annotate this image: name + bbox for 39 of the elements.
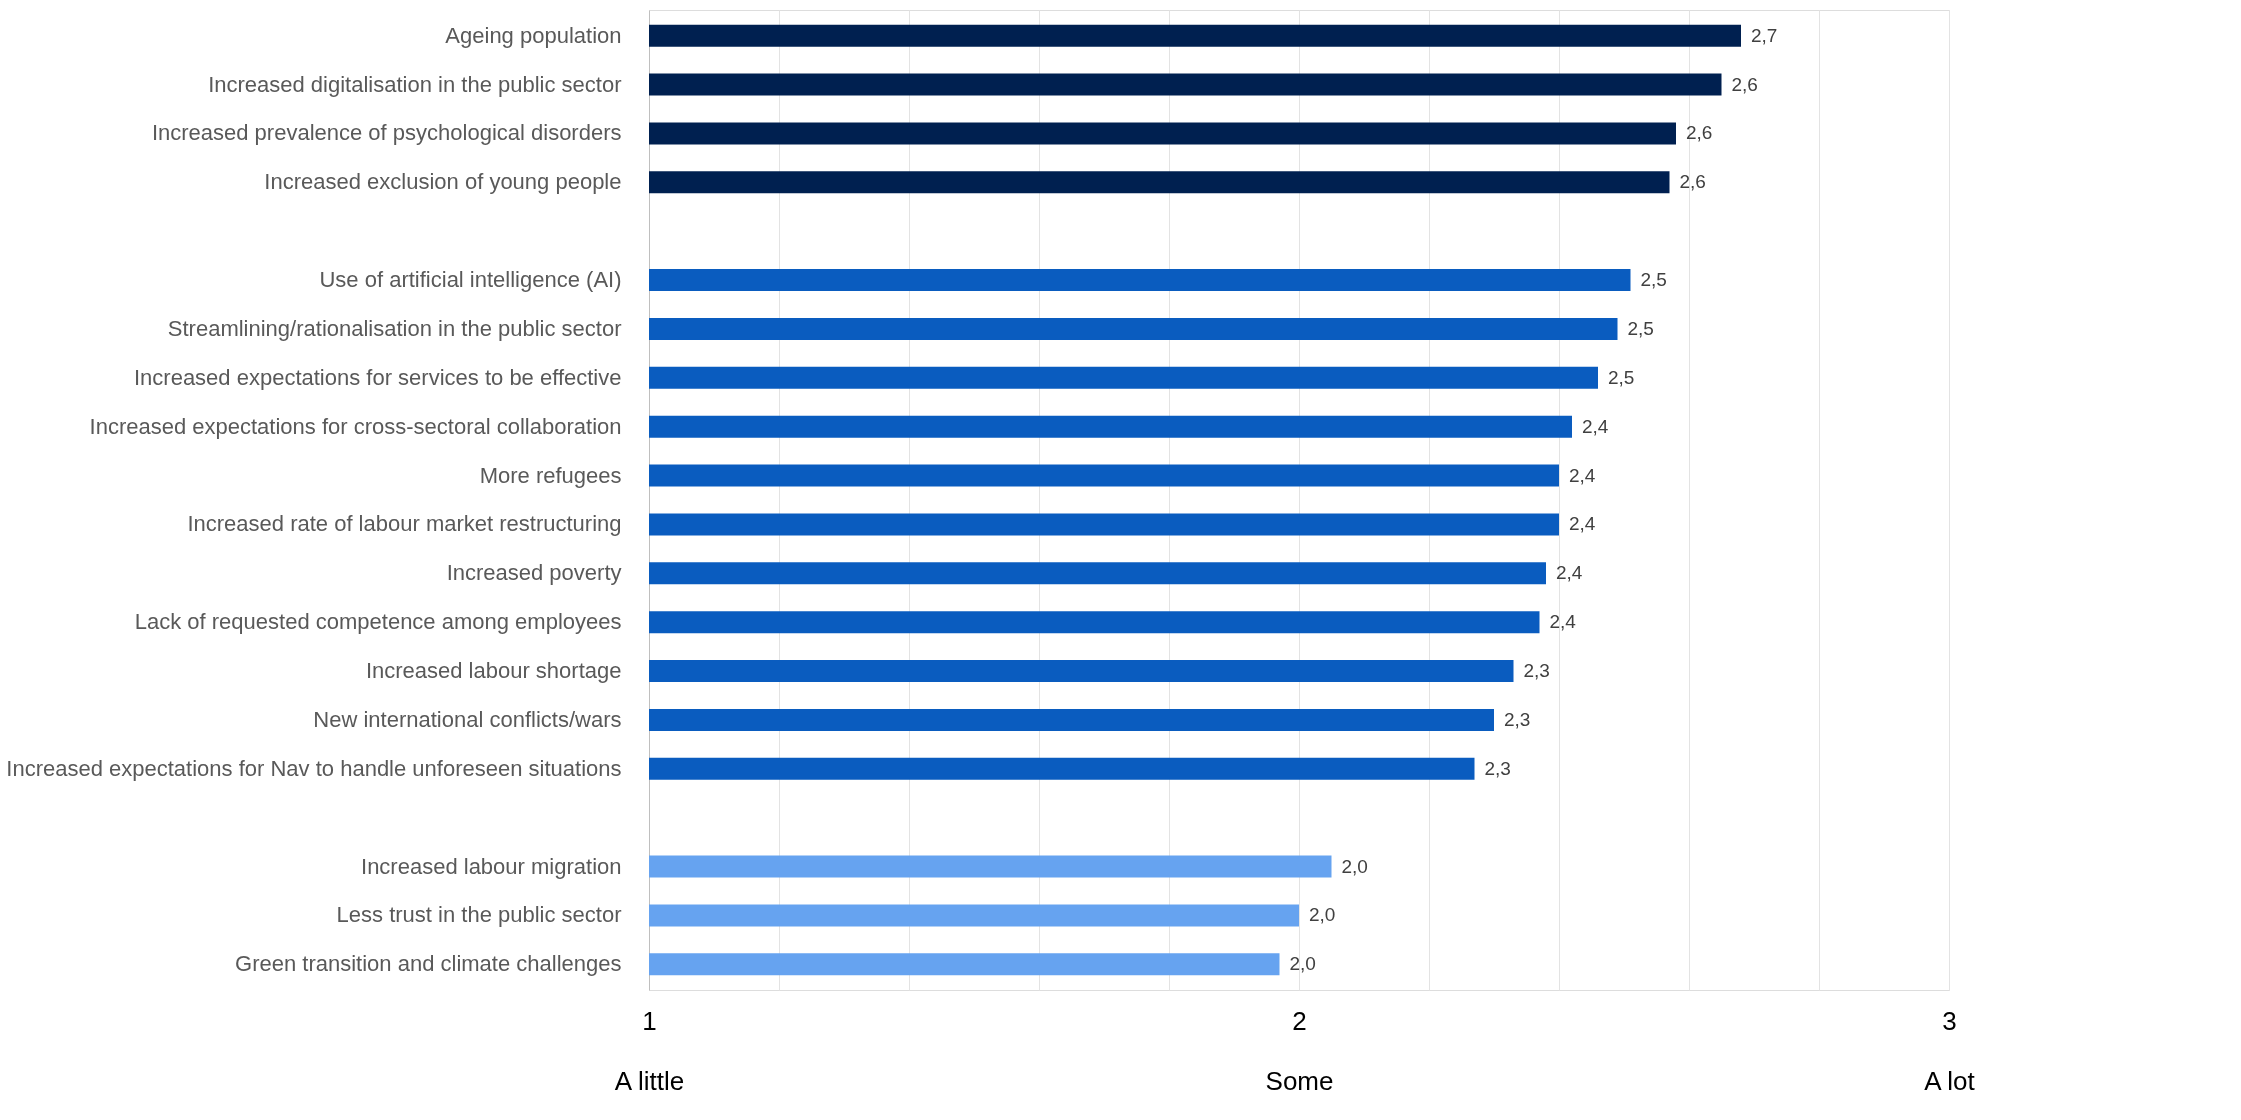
y-tick-label: Green transition and climate challenges	[235, 951, 622, 977]
y-tick-label: Increased labour migration	[361, 853, 622, 879]
x-tick-label: 3 A lot	[1924, 1005, 1976, 1096]
data-label: 2,5	[1608, 366, 1635, 388]
data-label: 2,0	[1309, 904, 1336, 926]
y-tick-label: Increased expectations for Nav to handle unforeseen situations	[6, 755, 622, 781]
y-tick-label: Increased expectations for services to be effective	[133, 364, 622, 390]
y-tick-label: Increased prevalence of psychological disorders	[151, 120, 622, 146]
y-tick-label: Increased labour shortage	[365, 658, 622, 684]
data-label: 2,5	[1627, 317, 1654, 339]
data-label: 2,6	[1679, 171, 1706, 193]
x-tick-label: 2 Some	[1265, 1005, 1334, 1096]
y-tick-label: Less trust in the public sector	[336, 902, 622, 928]
data-label: 2,4	[1556, 562, 1583, 584]
y-tick-label: Lack of requested competence among employees	[134, 609, 622, 635]
data-label: 2,4	[1569, 513, 1596, 535]
y-tick-label: More refugees	[479, 462, 622, 488]
y-tick-label: Streamlining/rationalisation in the public sector	[167, 315, 622, 341]
data-label: 2,5	[1640, 269, 1667, 291]
data-label: 2,3	[1504, 708, 1531, 730]
data-label: 2,6	[1731, 73, 1758, 95]
data-label: 2,6	[1686, 122, 1713, 144]
y-tick-label: Increased digitalisation in the public sector	[208, 71, 622, 97]
data-label: 2,3	[1523, 660, 1550, 682]
x-tick-label: 1 A little	[614, 1005, 685, 1096]
y-tick-label: Ageing population	[445, 22, 622, 48]
data-label: 2,0	[1341, 855, 1368, 877]
data-label: 2,0	[1289, 953, 1316, 975]
data-label: 2,3	[1484, 757, 1511, 779]
y-tick-label: Increased exclusion of young people	[264, 169, 622, 195]
y-tick-label: Increased rate of labour market restructuring	[187, 511, 622, 537]
data-label: 2,4	[1569, 464, 1596, 486]
data-label: 2,7	[1751, 24, 1778, 46]
data-label: 2,4	[1549, 611, 1577, 633]
y-tick-label: Increased poverty	[446, 560, 622, 586]
y-tick-label: New international conflicts/wars	[313, 706, 622, 732]
y-tick-label: Use of artificial intelligence (AI)	[319, 267, 622, 293]
data-label: 2,4	[1582, 415, 1609, 437]
y-tick-label: Increased expectations for cross-sectoral collaboration	[89, 413, 622, 439]
